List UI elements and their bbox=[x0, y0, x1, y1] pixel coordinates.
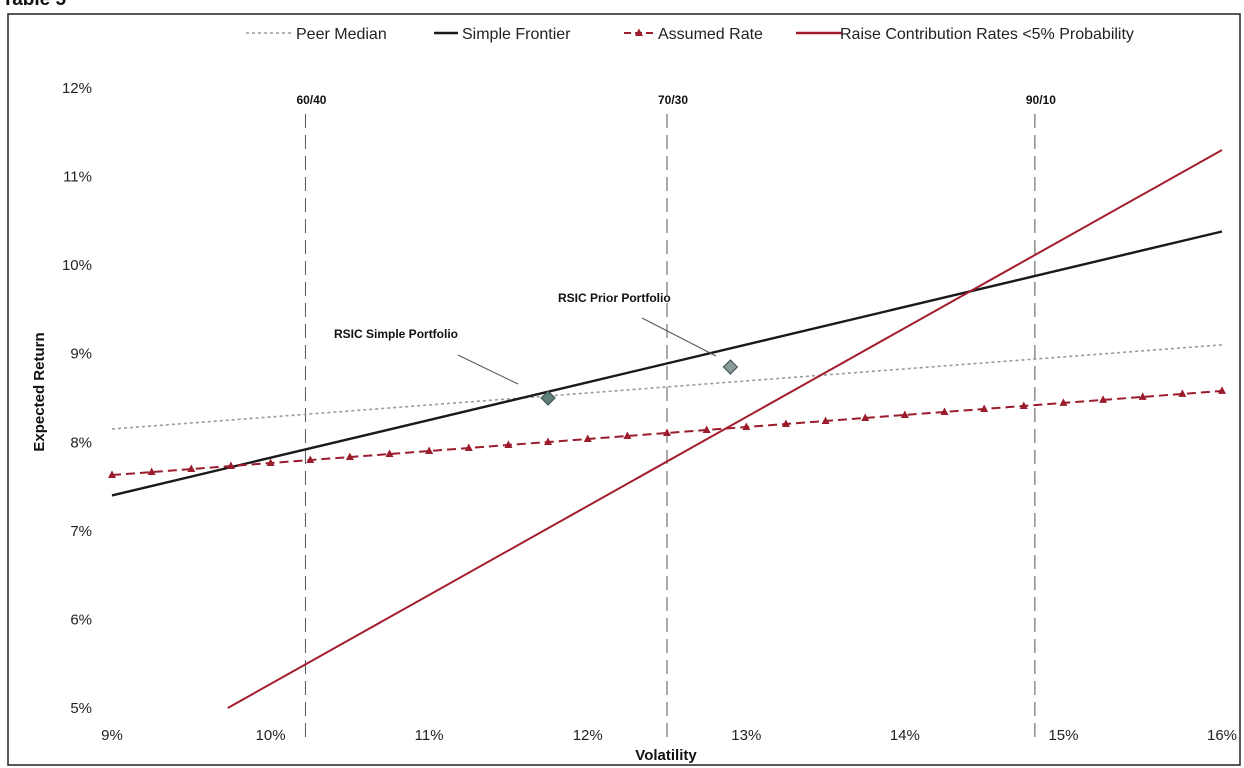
portfolio-points: RSIC Simple Portfolio RSIC Prior Portfoli… bbox=[334, 291, 739, 406]
x-tick-label: 13% bbox=[731, 727, 761, 744]
assumed-rate-marker bbox=[425, 446, 434, 455]
assumed-rate-marker bbox=[306, 455, 315, 464]
assumed-rate-marker bbox=[940, 407, 949, 415]
assumed-rate-marker bbox=[1178, 389, 1187, 397]
assumed-rate-marker bbox=[147, 467, 156, 476]
legend: Peer Median Simple Frontier Assumed Rate Ra… bbox=[246, 26, 1134, 43]
x-tick-label: 16% bbox=[1207, 727, 1237, 744]
y-tick-label: 11% bbox=[63, 169, 92, 186]
point-leader-line bbox=[457, 354, 519, 385]
legend-item-assumed-rate: Assumed Rate bbox=[624, 26, 763, 43]
y-tick-label: 9% bbox=[70, 346, 92, 363]
assumed-rate-marker bbox=[821, 416, 830, 424]
assumed-rate-marker bbox=[1059, 398, 1068, 406]
assumed-rate-marker bbox=[861, 413, 870, 421]
x-axis-label: Volatility bbox=[635, 747, 697, 764]
assumed-rate-marker bbox=[266, 458, 275, 467]
y-tick-label: 12% bbox=[62, 80, 92, 97]
contribution-rate-line bbox=[227, 149, 1223, 709]
x-tick-label: 9% bbox=[101, 727, 123, 744]
legend-item-simple-frontier: Simple Frontier bbox=[434, 26, 571, 43]
point-rsic-prior-portfolio bbox=[722, 359, 739, 375]
assumed-rate-marker bbox=[742, 422, 751, 430]
series-simple-frontier bbox=[111, 230, 1223, 497]
y-tick-label: 6% bbox=[70, 611, 92, 628]
assumed-rate-marker bbox=[464, 443, 473, 452]
assumed-rate-marker bbox=[900, 410, 909, 418]
chart-border bbox=[7, 13, 1241, 766]
x-tick-label: 10% bbox=[256, 727, 286, 744]
x-tick-label: 11% bbox=[415, 727, 444, 744]
series-layer bbox=[108, 149, 1226, 709]
legend-item-raise-contribution-rates-5-probability: Raise Contribution Rates <5% Probability bbox=[796, 26, 1134, 43]
assumed-rate-marker bbox=[226, 461, 235, 470]
legend-label: Raise Contribution Rates <5% Probability bbox=[840, 26, 1134, 43]
legend-label: Peer Median bbox=[296, 26, 387, 43]
assumed-rate-marker bbox=[1138, 392, 1147, 400]
reference-label-90-10: 90/10 bbox=[1026, 93, 1056, 107]
assumed-rate-marker bbox=[702, 425, 711, 433]
x-tick-label: 15% bbox=[1048, 727, 1078, 744]
assumed-rate-marker bbox=[544, 437, 553, 446]
reference-label-60-40: 60/40 bbox=[296, 93, 326, 107]
assumed-rate-marker bbox=[385, 449, 394, 458]
y-axis-label: Expected Return bbox=[31, 332, 48, 451]
assumed-rate-line bbox=[111, 389, 1223, 477]
x-tick-label: 14% bbox=[890, 727, 920, 744]
assumed-rate-marker bbox=[583, 434, 592, 442]
assumed-rate-marker bbox=[623, 431, 632, 439]
legend-label: Simple Frontier bbox=[462, 26, 571, 43]
assumed-rate-marker bbox=[1099, 395, 1108, 403]
y-tick-label: 7% bbox=[70, 523, 92, 540]
series-assumed-rate bbox=[108, 386, 1226, 479]
reference-label-70-30: 70/30 bbox=[658, 93, 688, 107]
assumed-rate-marker bbox=[781, 419, 790, 427]
point-leader-line bbox=[641, 317, 717, 357]
y-tick-label: 10% bbox=[62, 257, 92, 274]
reference-lines: 60/40 70/30 90/10 bbox=[296, 93, 1056, 740]
legend-marker bbox=[635, 28, 643, 36]
x-tick-label: 12% bbox=[573, 727, 603, 744]
page-title: Table 5 bbox=[2, 0, 66, 11]
point-rsic-simple-portfolio bbox=[540, 390, 556, 406]
assumed-rate-marker bbox=[504, 440, 513, 449]
simple-frontier-line bbox=[111, 230, 1223, 497]
assumed-rate-marker bbox=[187, 464, 196, 473]
point-label-rsic-simple-portfolio: RSIC Simple Portfolio bbox=[334, 327, 458, 341]
assumed-rate-marker bbox=[1019, 401, 1028, 409]
assumed-rate-marker bbox=[345, 452, 354, 461]
legend-label: Assumed Rate bbox=[658, 26, 763, 43]
series-raise-contribution-rates-5-probability bbox=[227, 149, 1223, 709]
legend-item-peer-median: Peer Median bbox=[246, 26, 387, 43]
axis-ticks: 9% 10% 11% 12% 13% 14% 15% 16% 5% 6% 7% 8% 9% 10% 11% 1… bbox=[62, 80, 1237, 744]
assumed-rate-marker bbox=[1218, 386, 1226, 394]
point-label-rsic-prior-portfolio: RSIC Prior Portfolio bbox=[558, 291, 671, 305]
assumed-rate-marker bbox=[663, 428, 671, 436]
assumed-rate-marker bbox=[980, 404, 989, 412]
y-tick-label: 8% bbox=[70, 434, 92, 451]
y-tick-label: 5% bbox=[70, 700, 92, 717]
assumed-rate-marker bbox=[108, 470, 116, 479]
